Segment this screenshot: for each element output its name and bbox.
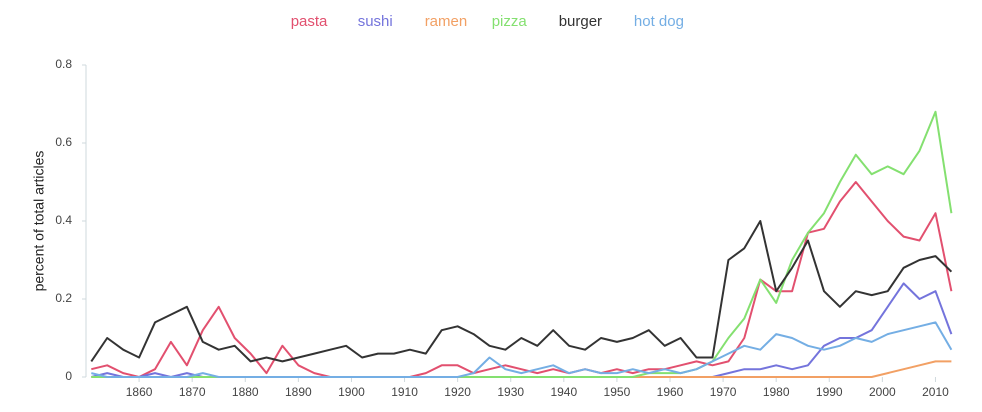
x-tick-label: 1880 <box>232 385 259 399</box>
x-tick-label: 1860 <box>126 385 153 399</box>
y-tick-label: 0.8 <box>55 57 72 71</box>
x-tick-label: 1940 <box>550 385 577 399</box>
y-tick-label: 0.6 <box>55 135 72 149</box>
x-tick-label: 1950 <box>604 385 631 399</box>
legend-item[interactable]: pizza <box>492 13 528 30</box>
y-tick-label: 0.4 <box>55 213 72 227</box>
legend-item[interactable]: hot dog <box>634 13 684 30</box>
x-tick-label: 1970 <box>710 385 737 399</box>
legend-item[interactable]: burger <box>559 13 602 30</box>
x-tick-label: 2010 <box>922 385 949 399</box>
series-line <box>91 321 953 378</box>
y-tick-label: 0.2 <box>55 291 72 305</box>
series-line <box>90 220 953 363</box>
x-tick-label: 1910 <box>391 385 418 399</box>
legend-item[interactable]: ramen <box>425 13 468 30</box>
y-tick-label: 0 <box>65 369 72 383</box>
legend-item[interactable]: pasta <box>291 13 328 30</box>
x-tick-label: 1960 <box>657 385 684 399</box>
x-tick-label: 1990 <box>816 385 843 399</box>
x-tick-label: 1930 <box>497 385 524 399</box>
x-tick-label: 1890 <box>285 385 312 399</box>
x-tick-label: 1870 <box>179 385 206 399</box>
x-tick-label: 1980 <box>763 385 790 399</box>
legend-item[interactable]: sushi <box>358 13 393 30</box>
legend: pasta sushi ramen pizza burger hot dog <box>291 13 684 30</box>
y-axis-label: percent of total articles <box>31 151 47 292</box>
x-tick-label: 1900 <box>338 385 365 399</box>
x-tick-label: 2000 <box>869 385 896 399</box>
series-line <box>91 282 953 378</box>
x-tick-label: 1920 <box>444 385 471 399</box>
